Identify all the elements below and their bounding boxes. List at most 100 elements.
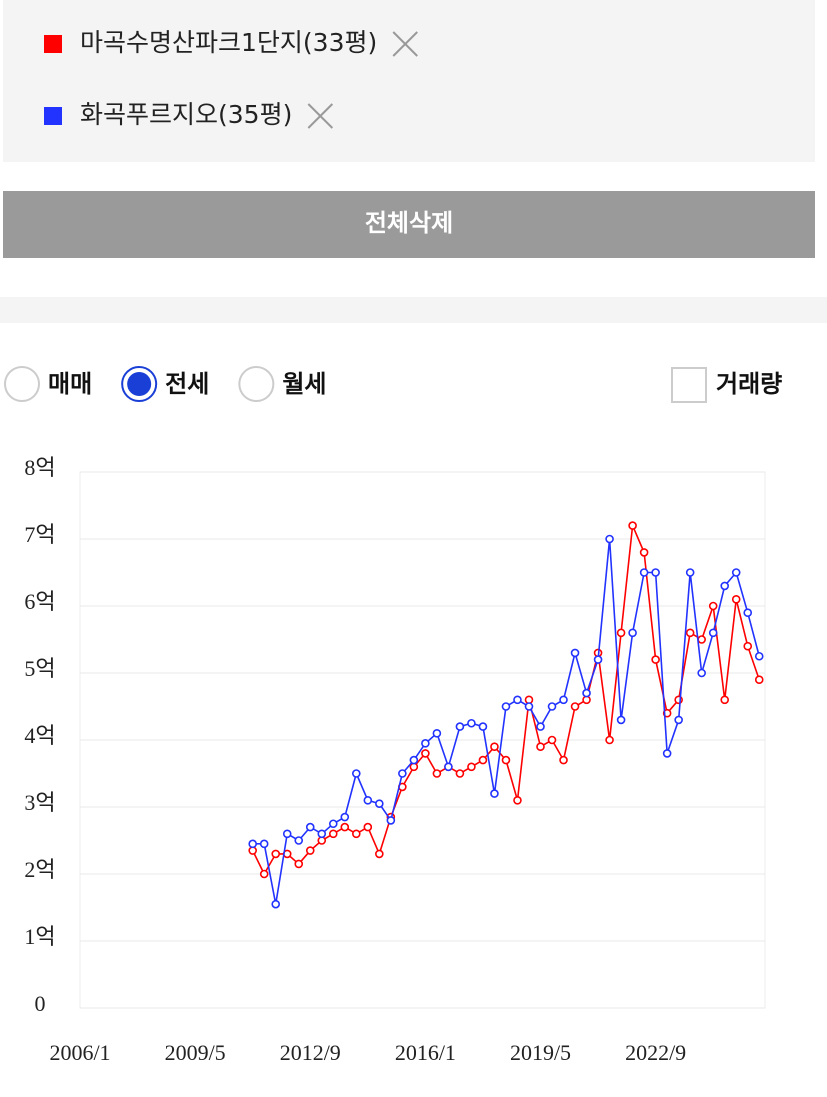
data-point xyxy=(294,859,304,869)
y-tick-label: 3억 xyxy=(24,790,55,815)
data-point xyxy=(743,608,753,618)
radio-label[interactable]: 전세 xyxy=(165,370,209,398)
data-point xyxy=(478,722,488,731)
data-point xyxy=(708,628,718,638)
clear-button-label[interactable]: 전체삭제 xyxy=(365,209,453,237)
data-point xyxy=(363,795,373,805)
data-point xyxy=(616,715,626,725)
data-point xyxy=(386,816,396,825)
remove-icon[interactable] xyxy=(307,103,334,129)
radio[interactable] xyxy=(4,366,40,402)
data-point xyxy=(328,829,338,839)
data-point xyxy=(352,769,361,778)
data-point xyxy=(317,829,327,839)
data-point xyxy=(305,846,315,855)
series-line xyxy=(251,522,761,876)
legend-label: 마곡수명산파크1단지(33평) xyxy=(80,28,377,57)
data-point xyxy=(305,822,315,832)
data-point xyxy=(639,568,649,577)
data-point xyxy=(294,836,304,845)
data-point xyxy=(248,839,257,849)
data-point xyxy=(582,688,591,698)
data-point xyxy=(628,628,637,638)
x-tick-label: 2012/9 xyxy=(280,1040,341,1065)
data-point xyxy=(685,628,695,638)
data-point xyxy=(432,728,442,738)
data-point xyxy=(490,789,499,798)
data-point xyxy=(455,722,465,731)
data-point xyxy=(501,755,511,765)
radio-dot[interactable] xyxy=(127,372,152,396)
clear-button[interactable] xyxy=(3,191,815,258)
data-point xyxy=(375,799,384,808)
data-point xyxy=(363,822,373,832)
data-point xyxy=(524,702,534,711)
data-point xyxy=(547,702,557,711)
volume-label[interactable]: 거래량 xyxy=(716,370,782,398)
legend-swatch xyxy=(44,107,62,125)
data-point xyxy=(536,742,545,752)
series-line xyxy=(252,538,761,905)
data-point xyxy=(421,739,430,748)
data-point xyxy=(616,628,626,638)
data-point xyxy=(501,702,511,711)
data-point xyxy=(570,648,580,658)
data-point xyxy=(605,735,614,745)
y-tick-label: 2억 xyxy=(24,857,55,882)
y-tick-label: 1억 xyxy=(24,924,55,949)
data-point xyxy=(639,548,649,557)
data-point xyxy=(720,695,730,705)
data-point xyxy=(536,722,545,731)
data-point xyxy=(651,655,660,664)
filter-panel xyxy=(3,0,815,162)
data-point xyxy=(328,819,338,829)
data-point xyxy=(432,769,442,778)
data-point xyxy=(259,869,269,879)
y-tick-label: 5억 xyxy=(24,656,55,681)
data-point xyxy=(467,762,476,772)
data-point xyxy=(651,568,660,577)
legend-swatch xyxy=(44,35,62,53)
data-point xyxy=(708,601,718,611)
data-point xyxy=(282,829,292,839)
data-point xyxy=(271,899,281,909)
data-point xyxy=(754,651,764,661)
data-point xyxy=(743,641,753,651)
radio[interactable] xyxy=(238,366,275,402)
data-point xyxy=(674,715,683,725)
data-point xyxy=(352,829,361,839)
data-point xyxy=(398,769,407,778)
data-point xyxy=(340,822,350,832)
data-point xyxy=(547,735,557,745)
y-tick-label: 6억 xyxy=(24,589,55,614)
y-tick-label: 7억 xyxy=(24,522,55,547)
data-point xyxy=(570,702,580,711)
volume-checkbox[interactable] xyxy=(671,367,707,403)
data-point xyxy=(559,695,568,705)
data-point xyxy=(559,755,568,765)
x-tick-label: 2019/5 xyxy=(510,1040,571,1065)
data-point xyxy=(340,812,350,822)
data-point xyxy=(490,742,499,752)
y-tick-label: 8억 xyxy=(24,455,55,480)
data-point xyxy=(259,839,269,849)
data-point xyxy=(720,581,730,591)
data-point xyxy=(662,749,672,758)
data-point xyxy=(697,668,706,678)
legend-label: 화곡푸르지오(35평) xyxy=(80,100,292,129)
data-point xyxy=(731,594,741,604)
data-point xyxy=(628,521,637,530)
data-point xyxy=(478,755,488,765)
radio-label[interactable]: 월세 xyxy=(282,370,326,398)
data-point xyxy=(409,755,419,765)
data-point xyxy=(754,675,764,685)
x-tick-label: 2006/1 xyxy=(49,1040,110,1065)
remove-icon[interactable] xyxy=(392,31,418,57)
data-point xyxy=(593,655,603,664)
y-tick-label: 4억 xyxy=(24,723,55,748)
radio-label[interactable]: 매매 xyxy=(48,370,92,398)
data-point xyxy=(271,849,281,859)
data-point xyxy=(685,568,695,577)
data-point xyxy=(731,568,741,577)
